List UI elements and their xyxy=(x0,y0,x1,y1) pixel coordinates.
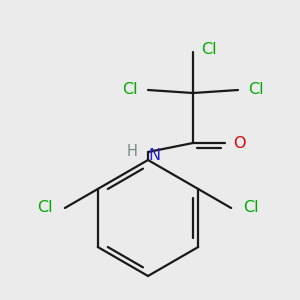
Text: Cl: Cl xyxy=(37,200,53,215)
Text: Cl: Cl xyxy=(248,82,264,98)
Text: H: H xyxy=(127,145,137,160)
Text: N: N xyxy=(148,148,160,163)
Text: Cl: Cl xyxy=(122,82,138,98)
Text: Cl: Cl xyxy=(243,200,259,215)
Text: O: O xyxy=(233,136,245,151)
Text: Cl: Cl xyxy=(201,43,217,58)
